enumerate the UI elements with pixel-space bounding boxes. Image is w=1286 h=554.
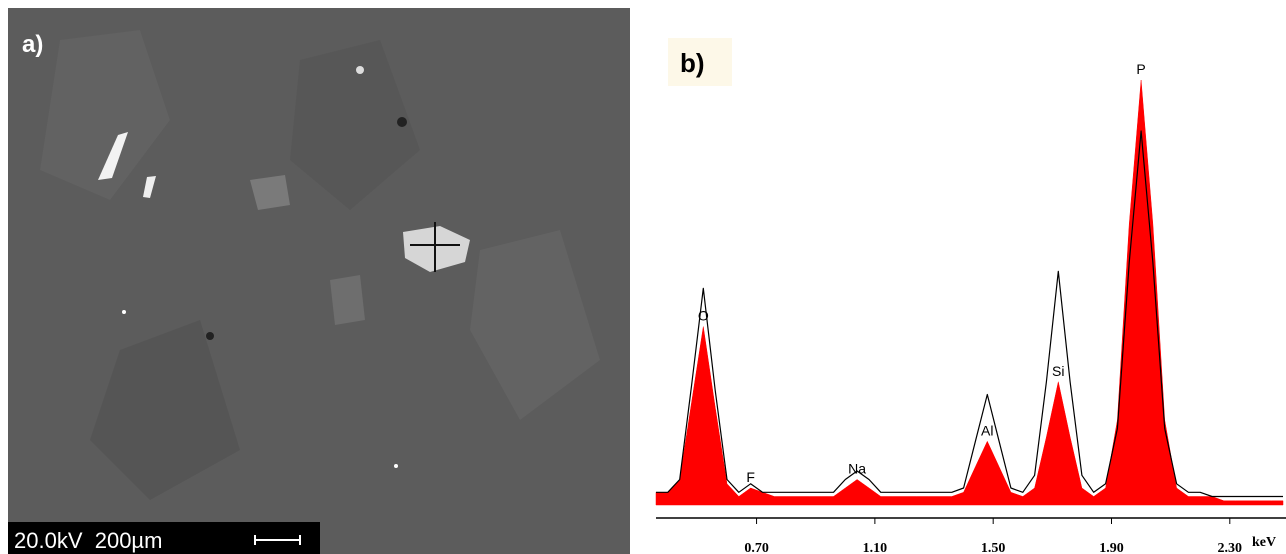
spectrum-area [656,80,1283,505]
peak-label: P [1136,61,1145,77]
x-tick-label: 2.30 [1218,541,1243,554]
x-tick-label: 1.90 [1099,541,1124,554]
panel-label: a) [22,31,43,58]
x-tick-label: 0.70 [744,541,769,554]
peak-label: F [746,469,755,485]
spectrum-outline [656,131,1283,497]
peak-label: O [698,308,709,324]
x-tick-label: 1.10 [863,541,888,554]
peak-label: Al [981,422,993,438]
sem-image [8,8,630,554]
panel-label: b) [680,48,705,78]
peak-label: Si [1052,363,1064,379]
x-tick-label: 1.50 [981,541,1006,554]
scale-bar-text: 20.0kV 200µm [14,528,162,553]
figure: a) 20.0kV 200µm b) keV 0.70 1.10 1.50 1.90 2… [0,0,1286,554]
x-axis-label: keV [1252,535,1276,550]
peak-label: Na [848,461,866,477]
